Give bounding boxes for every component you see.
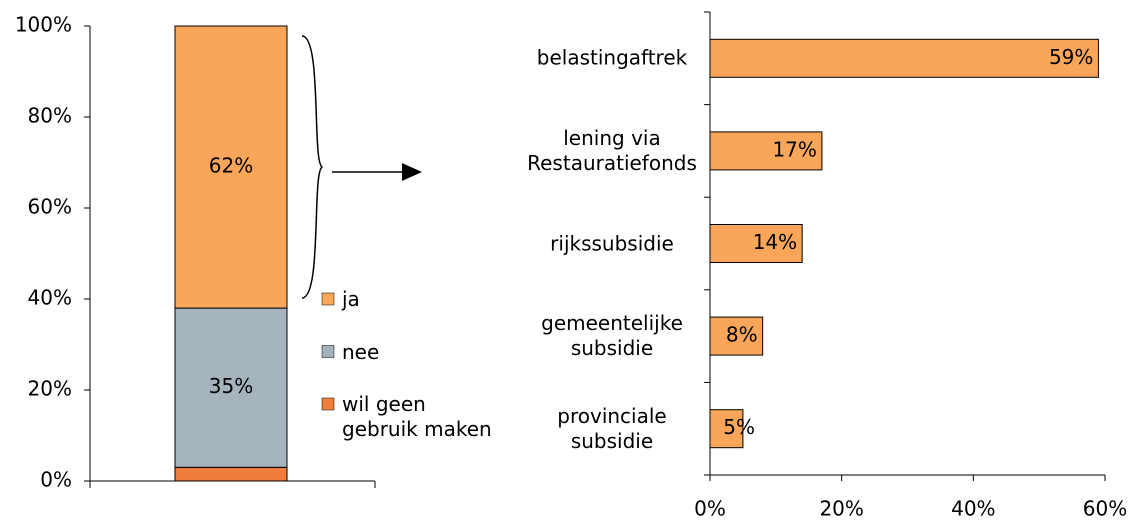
category-label: provinciale subsidie [557,403,667,453]
bar [709,38,1099,78]
data-label: 8% [726,323,758,347]
category-label: belastingaftrek [536,45,688,70]
data-label: 35% [209,374,253,398]
legend-swatch [321,345,335,358]
category-label: lening via Restauratiefonds [527,125,697,175]
data-label: 14% [753,230,797,254]
bar [709,131,823,171]
bar [709,316,764,356]
bar [709,409,744,449]
x-tick-label: 60% [1083,497,1127,521]
data-label: 62% [209,154,253,178]
legend-swatch [321,397,335,411]
arrow-head [402,163,422,181]
legend-label: nee [342,339,380,364]
x-tick-label: 40% [951,497,995,521]
legend-label: wil geen gebruik maken [342,392,492,441]
data-label: 17% [772,137,816,161]
y-tick-label: 100% [15,13,72,37]
x-tick-label: 0% [694,497,726,521]
data-label: 5% [723,415,755,439]
category-label: gemeentelijke subsidie [541,311,683,361]
bar [709,224,803,263]
y-tick-label: 40% [28,286,72,310]
legend-label: ja [342,287,360,311]
category-label: rijkssubsidie [550,231,674,255]
y-tick-label: 20% [28,377,72,401]
legend-swatch [321,292,335,306]
bar-segment [174,25,288,309]
y-tick-label: 60% [28,195,72,219]
y-tick-label: 0% [40,468,72,492]
bar-segment [174,466,288,482]
data-label: 59% [1049,45,1093,69]
brace [301,35,324,299]
x-tick-label: 20% [819,497,863,521]
y-tick-label: 80% [28,104,72,128]
